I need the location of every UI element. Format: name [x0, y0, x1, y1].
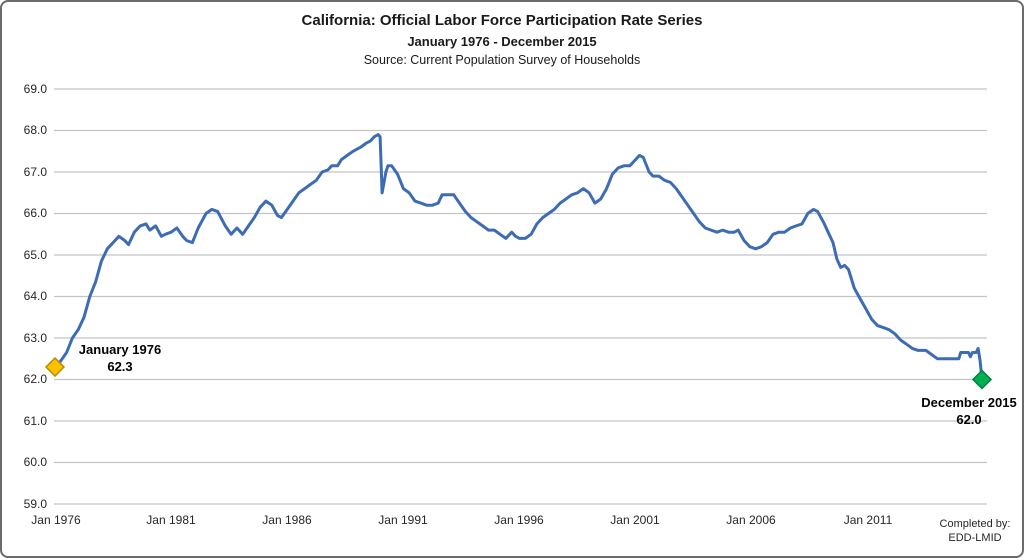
chart-source: Source: Current Population Survey of Hou… — [363, 53, 641, 67]
x-axis-label: Jan 1976 — [31, 513, 81, 527]
x-axis-label: Jan 2001 — [610, 513, 660, 527]
x-axis-label: Jan 1991 — [378, 513, 428, 527]
start-annotation-label: January 1976 — [78, 342, 162, 357]
x-axis-label: Jan 1996 — [494, 513, 544, 527]
chart-subtitle: January 1976 - December 2015 — [407, 33, 597, 49]
y-axis-label: 60.0 — [23, 455, 47, 469]
y-axis-label: 67.0 — [23, 165, 47, 179]
end-annotation-label: December 2015 — [921, 395, 1017, 410]
end-annotation: December 2015 62.0 — [920, 394, 1018, 428]
start-annotation: January 1976 62.3 — [72, 341, 168, 375]
y-axis-label: 69.0 — [23, 82, 47, 96]
end-marker-diamond — [971, 369, 993, 390]
y-axis-label: 61.0 — [23, 414, 47, 428]
x-axis-label: Jan 2006 — [726, 513, 776, 527]
lfpr-series-line — [53, 133, 984, 381]
y-axis-label: 59.0 — [23, 497, 47, 511]
completed-by-line2: EDD-LMID — [948, 531, 1002, 544]
y-axis-label: 66.0 — [23, 206, 47, 220]
chart-title: California: Official Labor Force Partici… — [301, 12, 703, 29]
y-axis-label: 63.0 — [23, 331, 47, 345]
end-annotation-value: 62.0 — [956, 412, 982, 427]
chart-header: California: Official Labor Force Partici… — [2, 12, 1002, 69]
y-axis-label: 68.0 — [23, 123, 47, 137]
x-axis-label: Jan 2011 — [843, 513, 893, 527]
y-axis-label: 62.0 — [23, 372, 47, 386]
completed-by: Completed by: EDD-LMID — [936, 518, 1014, 545]
y-axis-label: 64.0 — [23, 289, 47, 303]
completed-by-line1: Completed by: — [939, 518, 1011, 530]
y-axis-label: 65.0 — [23, 248, 47, 262]
start-annotation-value: 62.3 — [107, 359, 133, 374]
x-axis-label: Jan 1981 — [146, 513, 196, 527]
x-axis-label: Jan 1986 — [262, 513, 312, 527]
start-marker-diamond — [44, 356, 66, 378]
